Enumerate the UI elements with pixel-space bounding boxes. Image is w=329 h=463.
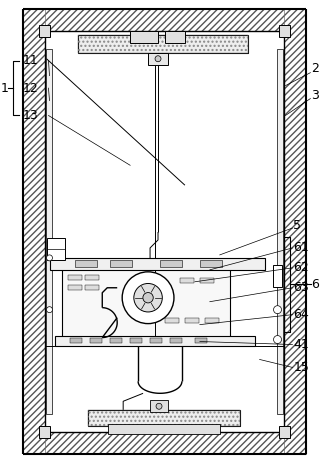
Bar [88, 410, 240, 426]
Bar [185, 318, 199, 323]
Bar [68, 285, 82, 290]
Bar [200, 260, 222, 267]
Bar [279, 426, 291, 438]
Bar [272, 265, 283, 287]
Bar [38, 426, 50, 438]
Bar [23, 432, 306, 454]
Text: 5: 5 [293, 219, 301, 232]
Bar [90, 338, 102, 343]
Text: 61: 61 [293, 241, 309, 255]
Circle shape [134, 283, 162, 312]
Bar [47, 238, 65, 260]
Bar [165, 318, 179, 323]
Bar [279, 25, 291, 37]
Bar [38, 25, 50, 37]
Circle shape [156, 403, 162, 409]
Text: 3: 3 [311, 89, 319, 102]
Bar [85, 275, 99, 280]
Bar [150, 338, 162, 343]
Circle shape [143, 293, 153, 303]
Bar [50, 258, 265, 270]
Circle shape [273, 306, 282, 313]
Text: 62: 62 [293, 261, 309, 275]
Bar [108, 424, 220, 434]
Circle shape [46, 255, 52, 261]
Text: 15: 15 [293, 361, 309, 374]
Bar [78, 35, 248, 53]
Bar [85, 285, 99, 290]
Circle shape [155, 56, 161, 62]
Bar [88, 410, 240, 426]
Text: 1: 1 [1, 81, 9, 94]
Bar [110, 338, 122, 343]
Bar [56, 336, 255, 345]
Circle shape [122, 272, 174, 324]
Text: 13: 13 [23, 109, 38, 122]
Circle shape [46, 307, 52, 313]
Text: 12: 12 [23, 81, 38, 94]
Text: 6: 6 [311, 278, 319, 291]
Bar [75, 260, 97, 267]
Text: 63: 63 [293, 281, 309, 294]
Bar [23, 9, 44, 454]
Bar [285, 9, 306, 454]
Bar [110, 260, 132, 267]
Bar [180, 278, 194, 283]
Bar [78, 35, 248, 53]
Bar [195, 338, 207, 343]
Bar [130, 31, 158, 43]
Text: 41: 41 [293, 338, 309, 351]
Bar [63, 265, 230, 339]
Bar [23, 9, 306, 31]
Bar [130, 338, 142, 343]
Bar [170, 338, 182, 343]
Bar [205, 318, 219, 323]
Bar [150, 400, 168, 412]
Bar [45, 49, 52, 414]
Bar [200, 278, 214, 283]
Bar [165, 31, 185, 43]
Bar [68, 275, 82, 280]
Bar [148, 53, 168, 65]
Text: 2: 2 [311, 62, 319, 75]
Bar [70, 338, 82, 343]
Bar [277, 49, 284, 414]
Text: 64: 64 [293, 308, 309, 321]
Text: 11: 11 [23, 54, 38, 67]
Circle shape [273, 336, 282, 344]
Bar [160, 260, 182, 267]
